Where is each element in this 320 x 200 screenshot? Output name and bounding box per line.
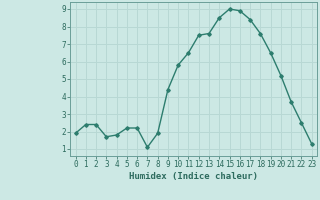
X-axis label: Humidex (Indice chaleur): Humidex (Indice chaleur) bbox=[129, 172, 258, 181]
